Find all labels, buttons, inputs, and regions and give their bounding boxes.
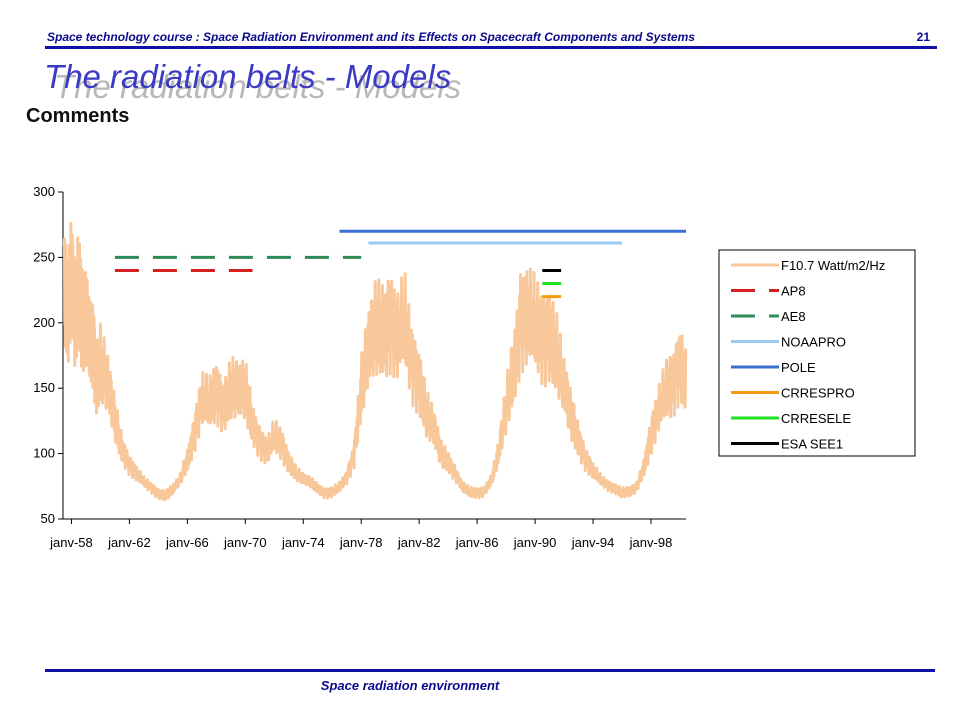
x-tick-label: janv-74 [281,535,325,550]
footer-divider [45,669,935,672]
course-header: Space technology course : Space Radiatio… [47,30,695,44]
x-tick-label: janv-98 [629,535,673,550]
page-number: 21 [916,30,930,44]
legend-label: CRRESELE [781,411,851,426]
f107-series-line [62,221,688,502]
legend-label: F10.7 Watt/m2/Hz [781,258,885,273]
x-tick-label: janv-86 [455,535,499,550]
y-tick-label: 50 [41,511,55,526]
header-divider [45,46,937,49]
model-coverage-lines [114,229,686,299]
x-tick-label: janv-66 [165,535,209,550]
legend-label: AP8 [781,284,806,299]
slide-title-text: The radiation belts - Models [44,58,452,95]
footer-text: Space radiation environment [320,678,500,693]
slide-title-shadow: The radiation belts - Models [54,68,462,105]
chart-series [62,221,688,502]
x-tick-label: janv-70 [223,535,267,550]
x-tick-label: janv-82 [397,535,441,550]
legend-label: AE8 [781,309,806,324]
x-tick-label: janv-62 [107,535,151,550]
chart-legend: F10.7 Watt/m2/Hz AP8 AE8 NOAAPRO POLE CRRESPR… [718,249,916,457]
y-tick-label: 300 [33,184,55,199]
y-tick-label: 250 [33,249,55,264]
x-tick-label: janv-78 [339,535,383,550]
x-tick-label: janv-94 [571,535,615,550]
y-tick-label: 200 [33,315,55,330]
y-tick-label: 150 [33,380,55,395]
x-tick-label: janv-90 [513,535,557,550]
legend-label: NOAAPRO [781,335,846,350]
legend-label: POLE [781,360,816,375]
y-tick-label: 100 [33,446,55,461]
section-heading: Comments [26,105,130,127]
legend-label: CRRESPRO [781,386,855,401]
chart-axes: 50 100 150 200 250 300 janv-58 janv-62 janv-66 ja… [33,184,686,550]
legend-box [718,249,916,457]
x-tick-label: janv-58 [49,535,93,550]
legend-label: ESA SEE1 [781,437,843,452]
